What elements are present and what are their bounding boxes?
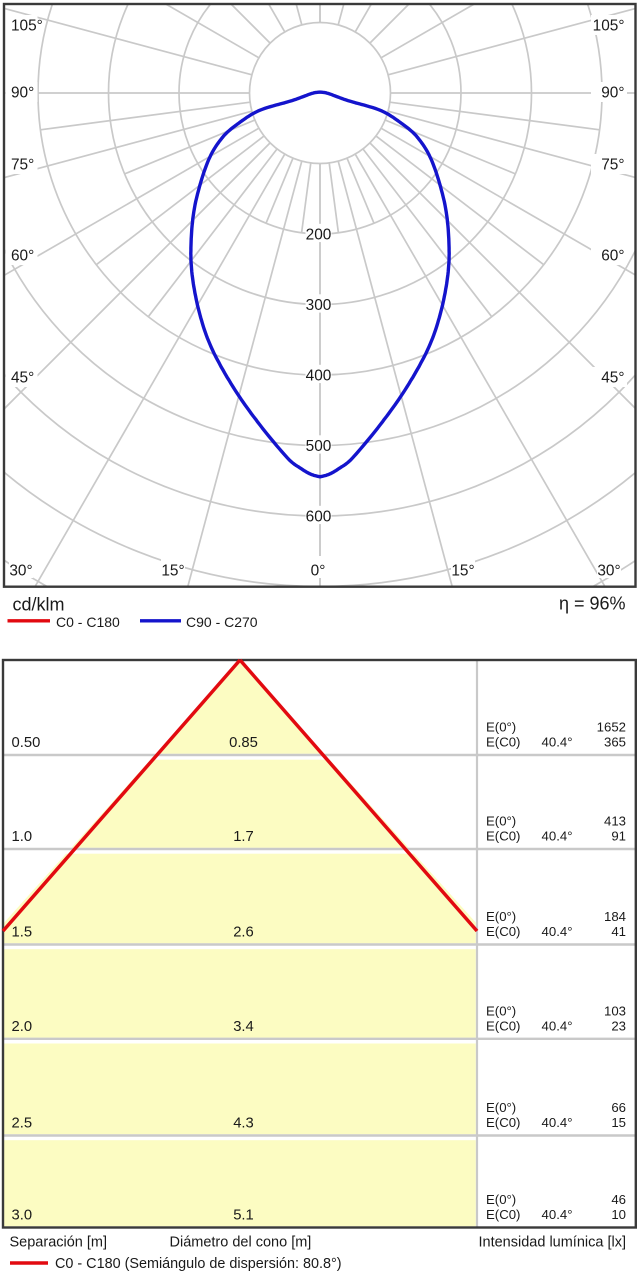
svg-text:1.0: 1.0 [12, 829, 33, 845]
svg-text:105°: 105° [593, 18, 625, 35]
svg-text:2.0: 2.0 [12, 1019, 33, 1035]
svg-text:45°: 45° [11, 370, 34, 387]
svg-text:40.4°: 40.4° [542, 735, 573, 750]
svg-text:E(C0): E(C0) [486, 1018, 520, 1033]
svg-text:10: 10 [611, 1207, 626, 1222]
svg-text:40.4°: 40.4° [542, 924, 573, 939]
svg-text:E(C0): E(C0) [486, 924, 520, 939]
svg-text:1.5: 1.5 [12, 925, 33, 941]
svg-text:500: 500 [306, 438, 332, 455]
svg-text:30°: 30° [9, 563, 32, 580]
svg-text:E(0°): E(0°) [486, 1192, 516, 1207]
svg-text:60°: 60° [11, 248, 34, 265]
svg-text:C0 - C180: C0 - C180 [56, 614, 120, 630]
svg-text:E(0°): E(0°) [486, 1003, 516, 1018]
svg-text:413: 413 [604, 814, 626, 829]
svg-text:40.4°: 40.4° [542, 1115, 573, 1130]
svg-text:200: 200 [306, 227, 332, 244]
svg-text:15°: 15° [161, 563, 184, 580]
svg-text:41: 41 [611, 924, 626, 939]
svg-text:75°: 75° [601, 157, 624, 174]
svg-text:365: 365 [604, 735, 626, 750]
svg-text:Intensidad lumínica [lx]: Intensidad lumínica [lx] [479, 1235, 627, 1251]
svg-text:40.4°: 40.4° [542, 1018, 573, 1033]
svg-text:600: 600 [306, 509, 332, 526]
svg-text:184: 184 [604, 909, 626, 924]
svg-text:E(0°): E(0°) [486, 814, 516, 829]
svg-text:400: 400 [306, 368, 332, 385]
svg-text:1.7: 1.7 [233, 829, 254, 845]
svg-text:0°: 0° [311, 563, 326, 580]
svg-text:4.3: 4.3 [233, 1116, 254, 1132]
svg-text:46: 46 [611, 1192, 626, 1207]
svg-text:15: 15 [611, 1115, 626, 1130]
svg-text:90°: 90° [601, 85, 624, 102]
svg-text:15°: 15° [451, 563, 474, 580]
svg-text:Separación [m]: Separación [m] [10, 1235, 108, 1251]
svg-text:90°: 90° [11, 85, 34, 102]
svg-text:1652: 1652 [597, 720, 626, 735]
svg-text:75°: 75° [11, 157, 34, 174]
svg-text:Diámetro del cono [m]: Diámetro del cono [m] [170, 1235, 312, 1251]
svg-text:0.50: 0.50 [12, 735, 41, 751]
svg-text:E(C0): E(C0) [486, 1115, 520, 1130]
svg-text:E(C0): E(C0) [486, 735, 520, 750]
svg-text:2.6: 2.6 [233, 925, 254, 941]
svg-text:0.85: 0.85 [229, 735, 258, 751]
svg-text:E(0°): E(0°) [486, 909, 516, 924]
svg-text:105°: 105° [11, 18, 43, 35]
svg-text:C0 - C180 (Semiángulo de dispe: C0 - C180 (Semiángulo de dispersión: 80.… [55, 1256, 342, 1272]
svg-text:60°: 60° [601, 248, 624, 265]
svg-text:300: 300 [306, 297, 332, 314]
svg-text:40.4°: 40.4° [542, 1207, 573, 1222]
svg-text:3.4: 3.4 [233, 1019, 254, 1035]
svg-text:η = 96%: η = 96% [559, 594, 626, 614]
svg-text:40.4°: 40.4° [542, 829, 573, 844]
svg-text:E(0°): E(0°) [486, 720, 516, 735]
svg-text:E(0°): E(0°) [486, 1100, 516, 1115]
svg-text:E(C0): E(C0) [486, 829, 520, 844]
svg-text:E(C0): E(C0) [486, 1207, 520, 1222]
svg-text:cd/klm: cd/klm [13, 595, 65, 615]
svg-text:103: 103 [604, 1003, 626, 1018]
svg-text:23: 23 [611, 1018, 626, 1033]
svg-text:C90 - C270: C90 - C270 [186, 614, 258, 630]
svg-text:91: 91 [611, 829, 626, 844]
svg-text:5.1: 5.1 [233, 1208, 254, 1224]
svg-text:2.5: 2.5 [12, 1116, 33, 1132]
svg-text:45°: 45° [601, 370, 624, 387]
svg-text:30°: 30° [597, 563, 620, 580]
svg-text:66: 66 [611, 1100, 626, 1115]
svg-text:3.0: 3.0 [12, 1208, 33, 1224]
